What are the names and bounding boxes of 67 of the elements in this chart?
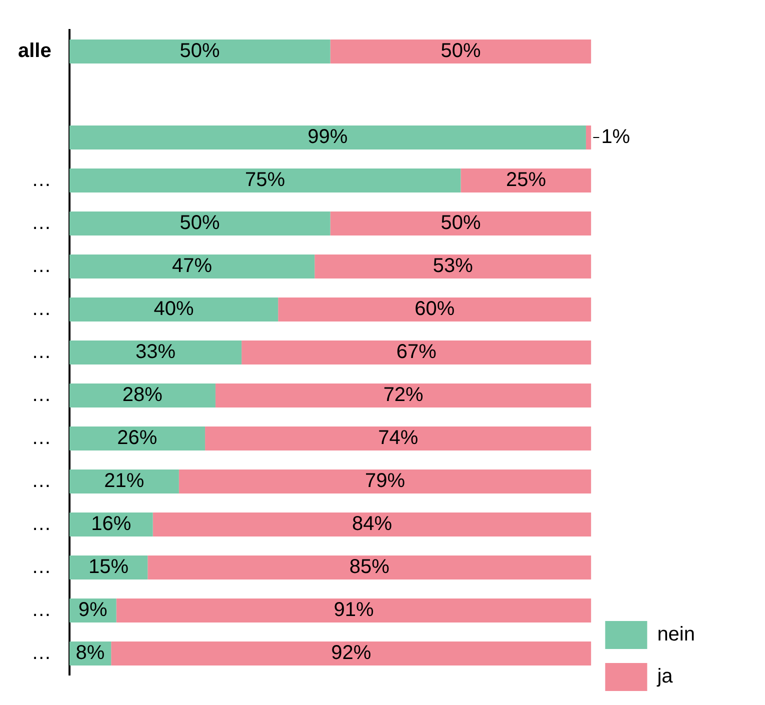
- bar: [116, 598, 592, 623]
- data-label: 16%: [91, 513, 132, 536]
- data-label: 21%: [104, 470, 144, 492]
- data-label: 60%: [414, 298, 455, 320]
- bar: [152, 512, 592, 537]
- y-tick-label: …: [31, 513, 52, 536]
- data-label: 1%: [601, 126, 630, 148]
- y-tick-label: …: [31, 427, 52, 450]
- bar: [69, 426, 206, 451]
- data-label: 33%: [135, 341, 176, 364]
- y-tick-label: …: [31, 169, 52, 192]
- bar: [111, 641, 592, 666]
- data-label: 75%: [245, 169, 286, 192]
- bar: [215, 383, 592, 408]
- data-label: 9%: [78, 599, 108, 622]
- y-tick-label: …: [31, 599, 52, 622]
- bar: [69, 469, 179, 494]
- data-label: 26%: [117, 427, 158, 450]
- bar: [330, 39, 592, 64]
- bar: [148, 555, 592, 580]
- data-label: 85%: [349, 556, 390, 578]
- y-tick-label: …: [31, 470, 52, 492]
- data-label: 50%: [180, 212, 220, 234]
- bar: [69, 211, 330, 236]
- data-label: 50%: [440, 40, 481, 62]
- bar: [69, 254, 315, 279]
- data-label: 99%: [308, 126, 348, 148]
- data-label: 74%: [378, 427, 418, 450]
- y-tick-label: …: [31, 255, 52, 278]
- bar: [460, 168, 592, 193]
- y-tick-label: …: [31, 384, 52, 406]
- bar: [314, 254, 592, 279]
- y-tick-label: …: [31, 298, 52, 320]
- data-label: 47%: [172, 255, 212, 278]
- bar: [69, 383, 216, 408]
- bar: [330, 211, 592, 236]
- bar: [69, 340, 242, 365]
- data-label: 8%: [76, 642, 105, 664]
- data-label: 91%: [334, 599, 374, 622]
- bar: [278, 297, 592, 322]
- bar: [178, 469, 592, 494]
- bar: [69, 297, 278, 322]
- bar: [69, 39, 330, 64]
- y-tick-label: …: [31, 341, 52, 364]
- data-label: 79%: [365, 470, 406, 492]
- y-tick-label: …: [31, 642, 52, 664]
- legend-label: nein: [657, 624, 695, 646]
- bar: [586, 125, 592, 150]
- y-tick-label: …: [31, 212, 52, 234]
- data-label: 25%: [506, 169, 546, 192]
- data-label: 67%: [396, 341, 437, 364]
- y-tick-label: alle: [18, 40, 52, 62]
- data-label: 50%: [180, 40, 220, 62]
- data-label: 72%: [383, 384, 424, 406]
- bar: [69, 125, 586, 150]
- bar: [242, 340, 592, 365]
- data-label: 50%: [440, 212, 481, 234]
- data-label: 15%: [88, 556, 129, 578]
- data-label: 40%: [154, 298, 194, 320]
- bar: [205, 426, 592, 451]
- data-label: 84%: [352, 513, 392, 536]
- legend-label: ja: [656, 666, 674, 688]
- bar: [69, 168, 461, 193]
- y-tick-label: …: [31, 556, 52, 578]
- data-label: 28%: [122, 384, 163, 406]
- data-label: 53%: [432, 255, 474, 278]
- data-label: 92%: [331, 642, 372, 664]
